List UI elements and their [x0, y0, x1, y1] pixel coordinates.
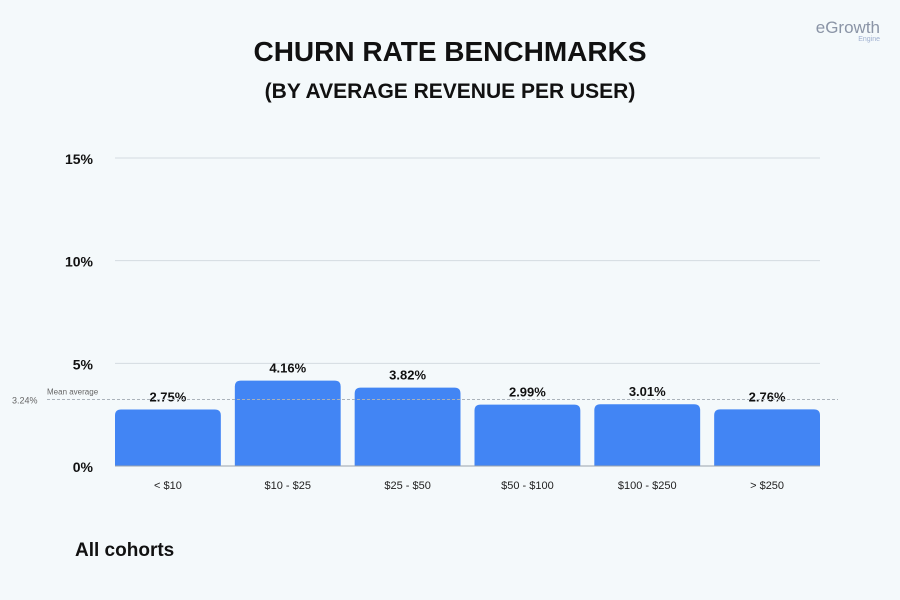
bar	[354, 387, 461, 466]
x-tick-label: $25 - $50	[384, 480, 430, 492]
footer-label: All cohorts	[75, 540, 175, 561]
data-label: 2.76%	[749, 389, 786, 404]
y-tick-label: 5%	[73, 356, 94, 372]
logo-name: eGrowth	[815, 18, 880, 37]
logo: eGrowth Engine	[800, 18, 880, 43]
logo-tagline: Engine	[858, 36, 880, 43]
bar	[714, 409, 820, 466]
bar	[474, 404, 581, 466]
bar	[594, 404, 701, 466]
y-tick-label: 0%	[73, 459, 94, 475]
x-tick-label: $50 - $100	[501, 480, 554, 492]
mean-value-label: 3.24%	[12, 395, 38, 405]
chart-subtitle: (BY AVERAGE REVENUE PER USER)	[264, 80, 636, 103]
x-tick-label: $10 - $25	[265, 480, 311, 492]
y-tick-label: 10%	[65, 254, 94, 270]
mean-caption: Mean average	[47, 387, 99, 396]
data-label: 3.01%	[629, 384, 666, 399]
data-label: 4.16%	[269, 361, 306, 376]
x-tick-label: $100 - $250	[618, 480, 677, 492]
data-label: 3.82%	[389, 368, 426, 383]
data-label: 2.99%	[509, 385, 546, 400]
x-tick-label: > $250	[750, 480, 784, 492]
bar	[115, 409, 221, 466]
chart-title: CHURN RATE BENCHMARKS	[253, 36, 647, 67]
bar	[234, 380, 341, 466]
x-tick-label: < $10	[154, 480, 182, 492]
y-tick-label: 15%	[65, 151, 94, 167]
data-label: 2.75%	[149, 390, 186, 405]
